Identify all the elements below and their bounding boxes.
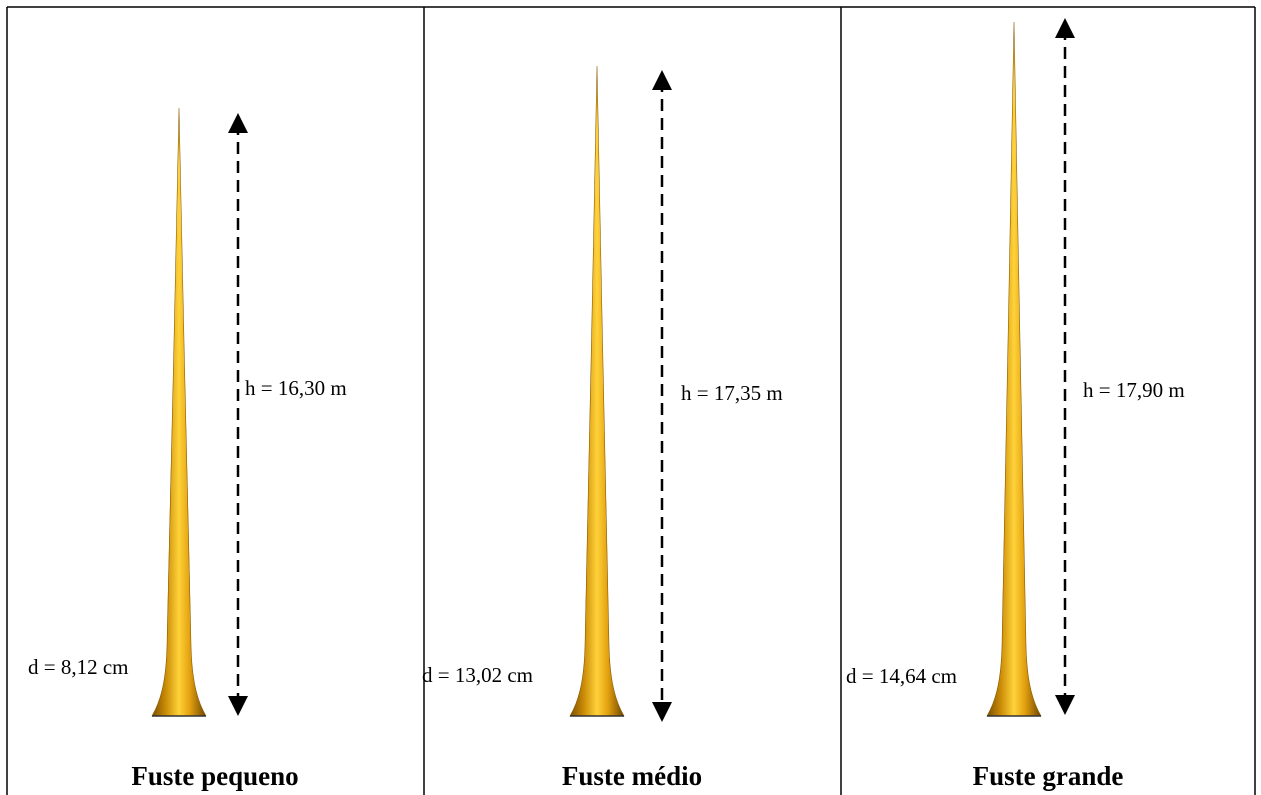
panel: h = 16,30 m d = 8,12 cm Fuste pequeno xyxy=(28,107,347,791)
diameter-label: d = 14,64 cm xyxy=(846,664,957,688)
diameter-label: d = 13,02 cm xyxy=(422,663,533,687)
height-label: h = 17,35 m xyxy=(681,381,783,405)
diameter-label: d = 8,12 cm xyxy=(28,655,129,679)
panel: h = 17,90 m d = 14,64 cm Fuste grande xyxy=(846,17,1185,791)
height-label: h = 17,90 m xyxy=(1083,378,1185,402)
caption: Fuste grande xyxy=(973,761,1124,791)
caption: Fuste médio xyxy=(562,761,702,791)
trunk xyxy=(569,65,625,717)
height-label: h = 16,30 m xyxy=(245,376,347,400)
trunk xyxy=(151,107,207,717)
panel: h = 17,35 m d = 13,02 cm Fuste médio xyxy=(422,65,783,791)
trunk xyxy=(986,21,1042,717)
caption: Fuste pequeno xyxy=(131,761,298,791)
frame xyxy=(6,6,1256,795)
